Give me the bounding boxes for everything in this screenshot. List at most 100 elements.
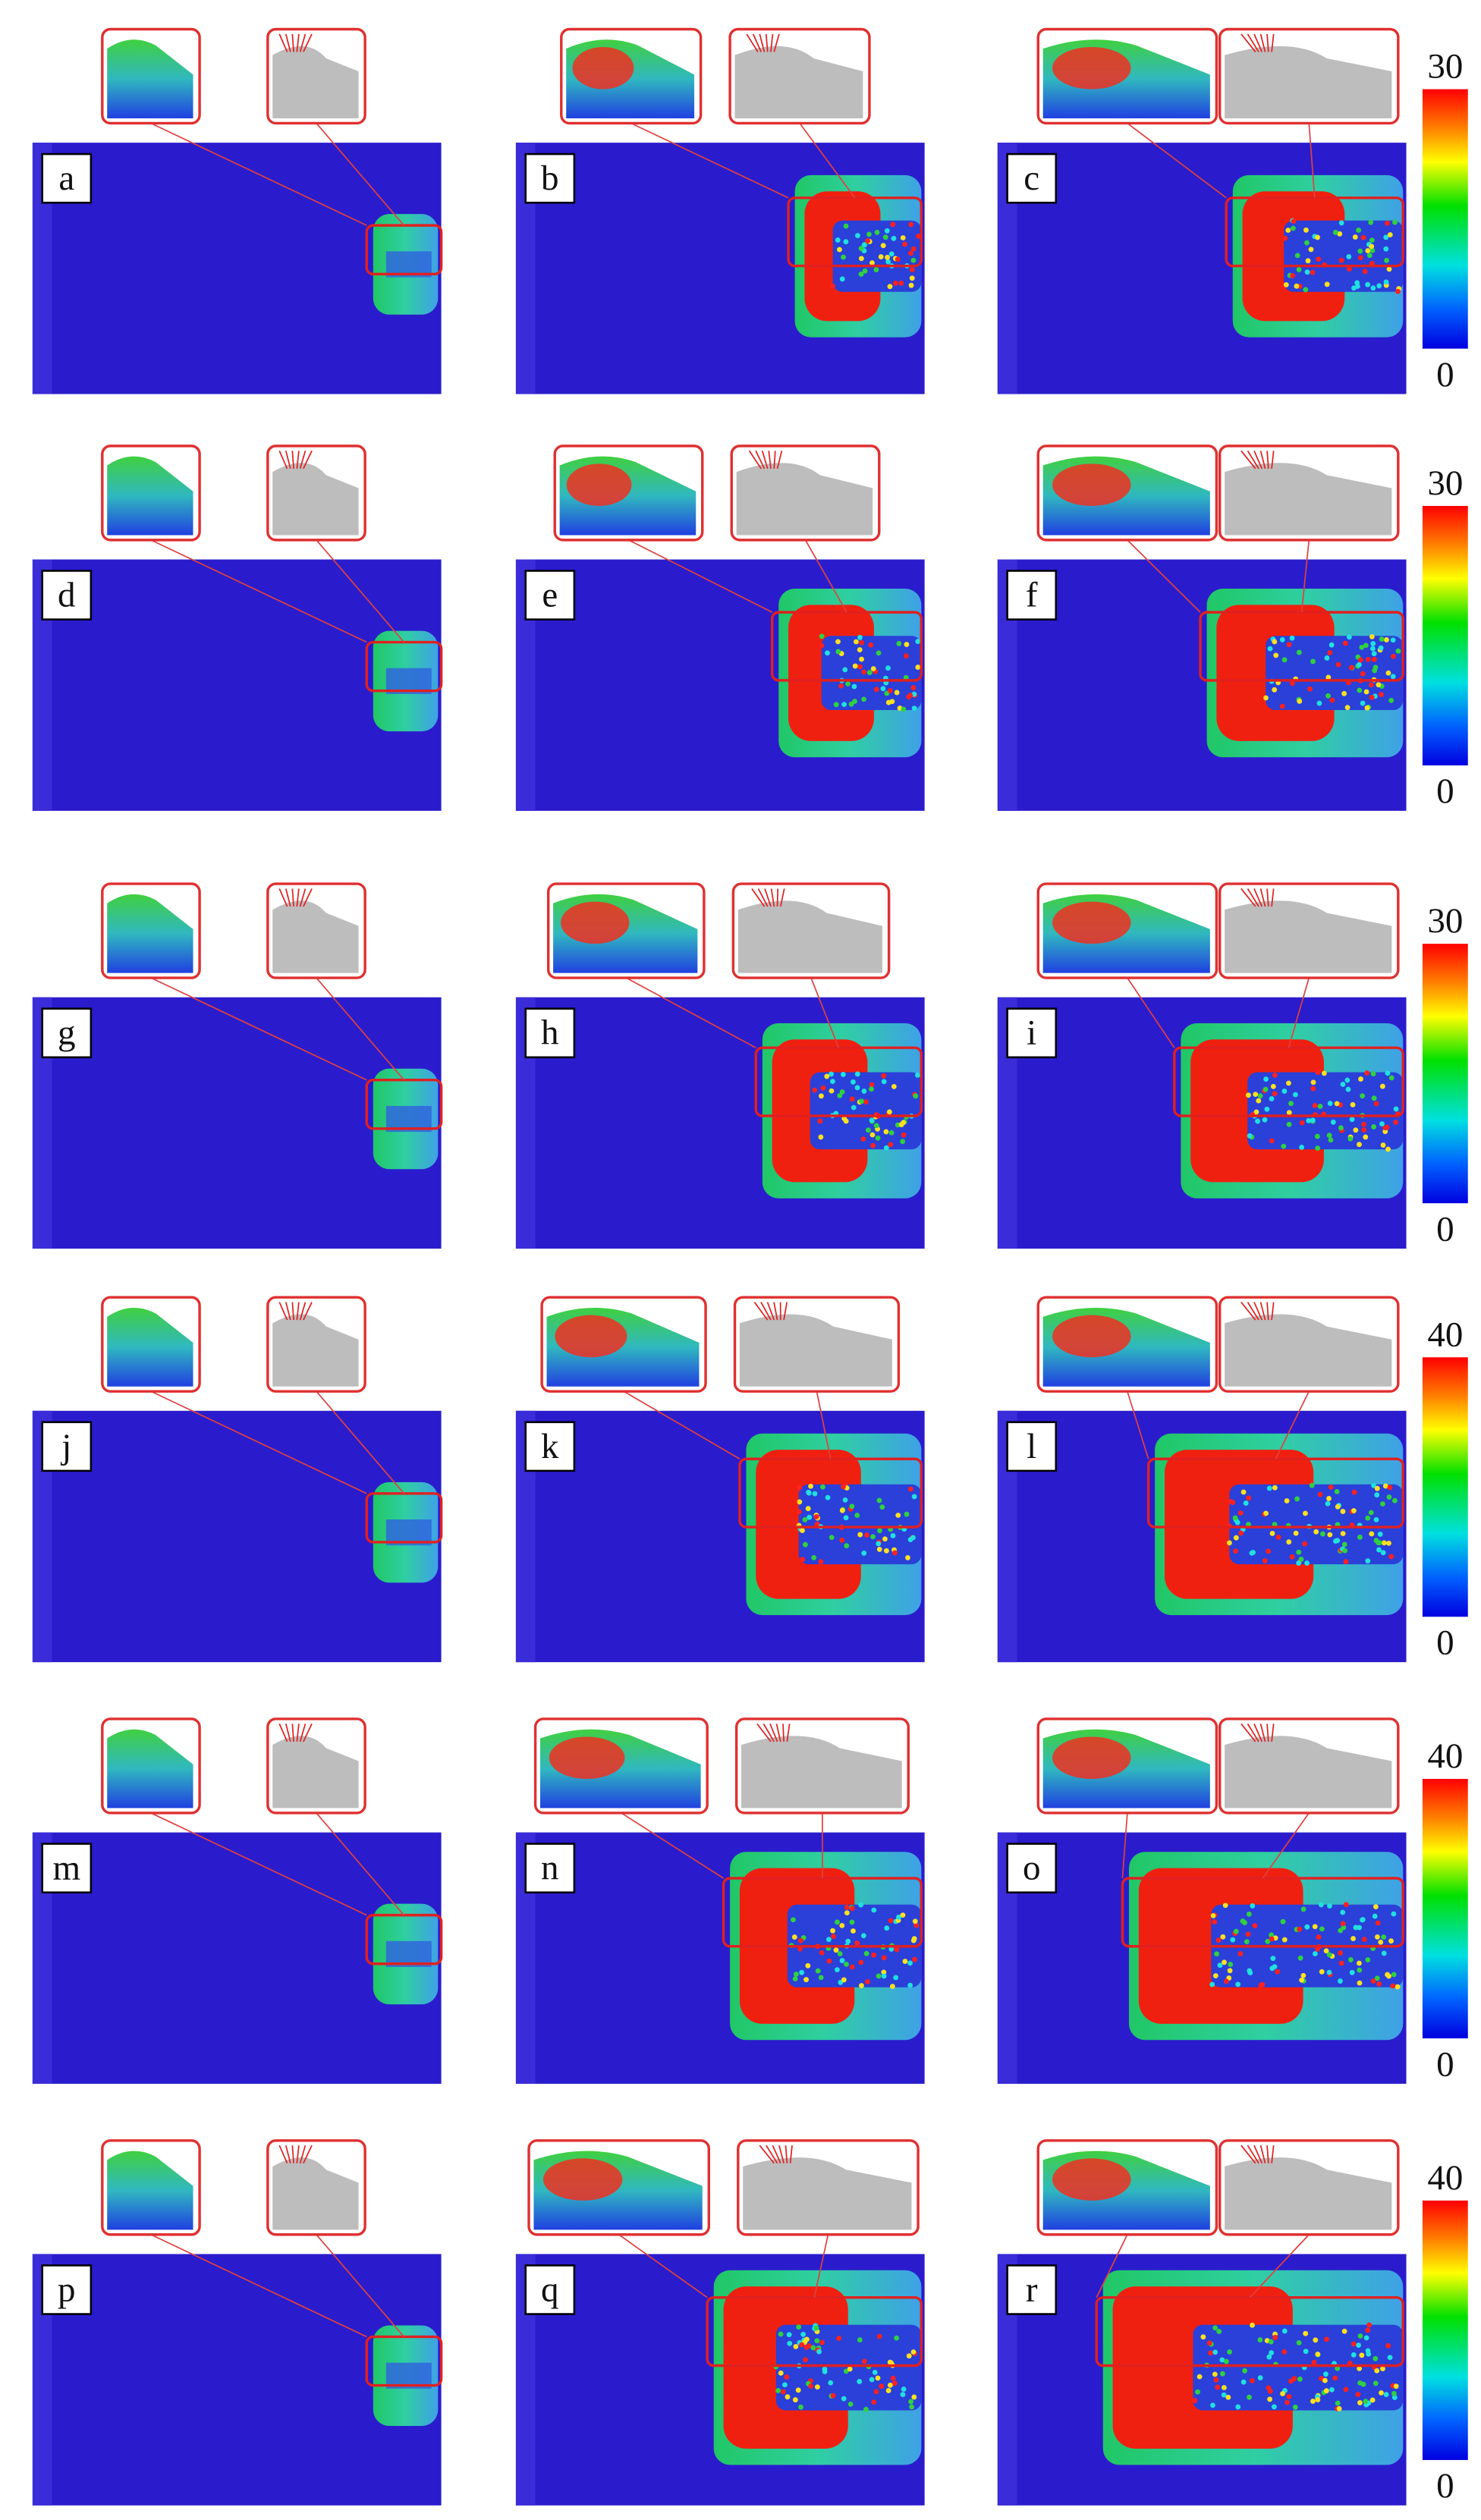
atom-dot [858, 272, 864, 277]
atom-dot [1212, 1919, 1218, 1925]
atom-dot [1252, 1923, 1258, 1929]
leader-line [1127, 539, 1201, 613]
atom-dot [1297, 2376, 1303, 2382]
atom-dot [888, 251, 895, 257]
atom-dot [1286, 1121, 1292, 1127]
atom-dot [1325, 674, 1332, 680]
atom-dot [784, 2374, 790, 2380]
atom-dot [1380, 1550, 1386, 1556]
atom-dot [879, 1504, 885, 1510]
atom-dot [1208, 2350, 1213, 2356]
atom-dot [1200, 2334, 1206, 2340]
atom-dot [1272, 2334, 1278, 2340]
atom-dot [1335, 1504, 1341, 1510]
panel-label: f [1026, 576, 1038, 615]
atom-dot [896, 641, 902, 646]
atom-dot [839, 1537, 845, 1543]
atom-dot [857, 1532, 863, 1538]
atom-dot [1272, 639, 1278, 645]
atom-dot [1249, 2377, 1255, 2383]
atom-dot [1387, 1485, 1393, 1491]
panel: i [997, 882, 1407, 1249]
chip-line [1266, 2145, 1269, 2163]
chip-line [285, 451, 291, 470]
atom-dot [1381, 1540, 1387, 1546]
atom-dot [1340, 1531, 1346, 1537]
inset-gray [272, 900, 359, 973]
atom-dot [1338, 257, 1344, 263]
atom-dot [871, 2399, 877, 2405]
panel-label: d [58, 576, 76, 615]
atom-dot [1267, 2396, 1273, 2402]
atom-dot [1393, 1120, 1399, 1125]
atom-dot [1368, 1510, 1374, 1516]
atom-dot [1374, 1975, 1380, 1981]
leader-line [1127, 1390, 1149, 1460]
atom-dot [1341, 2328, 1347, 2334]
panel-label: p [58, 2270, 76, 2309]
atom-dot [1384, 257, 1389, 263]
atom-dot [896, 1914, 901, 1920]
atom-dot [1324, 281, 1330, 288]
colorbar: 30 0 [1422, 901, 1468, 1249]
atom-dot [869, 1082, 875, 1088]
atom-dot [912, 1918, 918, 1925]
atom-dot [1270, 1083, 1276, 1089]
atom-dot [880, 686, 886, 692]
atom-dot [881, 1973, 887, 1979]
atom-dot [1340, 1082, 1346, 1087]
atom-dot [1273, 652, 1279, 658]
atom-dot [1349, 1969, 1355, 1975]
chip-line [296, 2145, 300, 2163]
colorbar-max: 30 [1427, 463, 1463, 503]
panel-label: o [1023, 1849, 1041, 1888]
atom-dot [1237, 1510, 1244, 1516]
atom-dot [797, 1946, 803, 1952]
atom-dot [1328, 1137, 1334, 1143]
atom-dot [1271, 2404, 1277, 2410]
label-box [41, 1007, 93, 1059]
atom-dot [1357, 1980, 1363, 1986]
chip-line [299, 2145, 307, 2163]
atom-dot [876, 1547, 882, 1552]
inset-gray [1225, 46, 1392, 119]
atom-dot [805, 1962, 811, 1969]
atom-dot [1329, 697, 1335, 703]
atom-dot [1327, 1101, 1333, 1107]
atom-dot [805, 1506, 811, 1512]
inset-colored [107, 2151, 193, 2230]
panel: m [32, 1717, 443, 2084]
atom-dot [1355, 2392, 1361, 2397]
atom-dot [1270, 1956, 1276, 1962]
atom-dot [1391, 653, 1396, 659]
atom-dot [1212, 2349, 1218, 2355]
atom-dot [829, 1088, 835, 1094]
atom-dot [907, 1960, 913, 1966]
chip-line [296, 451, 300, 469]
chip-line [296, 1723, 300, 1742]
atom-dot [1212, 2371, 1218, 2377]
panel-label: m [52, 1849, 80, 1888]
atom-dot [864, 1532, 869, 1538]
panel: a [32, 27, 443, 394]
chip-line [278, 1723, 288, 1742]
atom-dot [1221, 2392, 1227, 2398]
atom-dot [1240, 1489, 1247, 1495]
atom-dot [870, 1534, 876, 1540]
atom-dot [859, 656, 864, 662]
atom-dot [854, 639, 859, 645]
atom-dot [890, 1533, 896, 1538]
chip-line [763, 1723, 775, 1742]
atom-dot [775, 2388, 781, 2393]
atom-dot [1292, 2404, 1298, 2410]
atom-dot [782, 2382, 788, 2388]
inset-hot [1052, 901, 1131, 944]
atom-dot [1348, 665, 1354, 671]
atom-dot [826, 1937, 832, 1943]
atom-dot [834, 1967, 840, 1973]
atom-dot [1296, 267, 1302, 272]
atom-dot [1281, 1937, 1288, 1943]
atom-dot [1299, 1977, 1305, 1983]
atom-dot [913, 1093, 919, 1099]
label-box [41, 152, 93, 204]
